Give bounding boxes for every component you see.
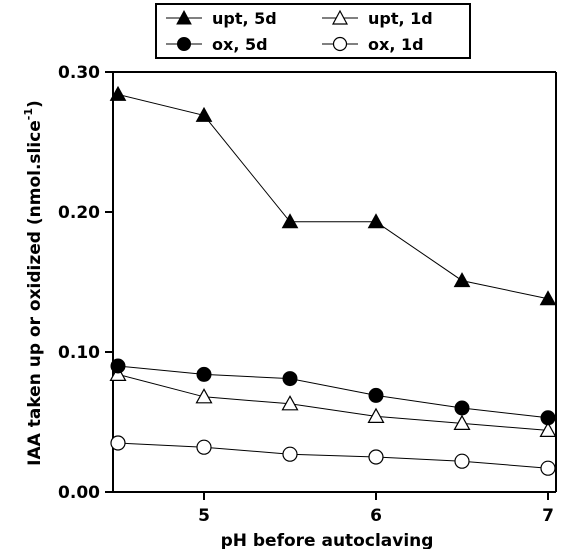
data-point-series-3-1	[196, 439, 212, 455]
y-axis-title-end: )	[25, 100, 45, 108]
x-axis-title: pH before autoclaving	[221, 531, 434, 549]
legend-entry-upt-5d: upt, 5d	[166, 9, 277, 28]
open-circle-icon	[332, 36, 348, 52]
data-point-series-1-2	[281, 395, 299, 411]
legend-entry-ox-1d: ox, 1d	[322, 35, 424, 54]
series-line-0	[117, 93, 549, 300]
open-triangle-icon	[331, 9, 349, 25]
y-tick-label: 0.30	[58, 63, 100, 83]
data-point-series-3-5	[540, 460, 556, 476]
data-point-series-1-1	[195, 388, 213, 404]
filled-circle-icon	[177, 37, 191, 51]
data-point-series-2-3	[368, 387, 384, 403]
data-point-series-0-2	[281, 213, 299, 229]
data-point-series-0-0	[109, 85, 127, 101]
series-line-3	[117, 442, 549, 469]
data-point-series-0-3	[367, 213, 385, 229]
data-point-series-3-0	[110, 435, 126, 451]
data-point-series-3-4	[454, 453, 470, 469]
y-axis-title-superscript: -1	[22, 108, 35, 120]
data-point-series-0-5	[539, 290, 557, 306]
legend-label-upt-5d: upt, 5d	[212, 9, 277, 28]
data-point-series-2-2	[282, 371, 298, 387]
legend-entry-upt-1d: upt, 1d	[322, 9, 433, 28]
ticks: 0.00 0.10 0.20 0.30 5 6 7	[58, 63, 554, 526]
legend-label-upt-1d: upt, 1d	[368, 9, 433, 28]
x-tick-label: 5	[198, 506, 210, 526]
plot-series	[109, 85, 557, 476]
y-tick-label: 0.00	[58, 483, 100, 503]
series-line-2	[117, 365, 549, 419]
data-point-series-3-3	[368, 449, 384, 465]
legend-label-ox-1d: ox, 1d	[368, 35, 424, 54]
data-point-series-2-1	[196, 366, 212, 382]
data-point-series-2-0	[110, 358, 126, 374]
y-tick-label: 0.20	[58, 203, 100, 223]
data-point-series-3-2	[282, 446, 298, 462]
legend-label-ox-5d: ox, 5d	[212, 35, 268, 54]
y-axis-title: IAA taken up or oxidized (nmol.slice-1)	[22, 100, 45, 466]
data-point-series-1-3	[367, 407, 385, 423]
x-tick-label: 6	[370, 506, 382, 526]
y-tick-label: 0.10	[58, 343, 100, 363]
series-line-1	[117, 373, 549, 431]
legend: upt, 5d upt, 1d ox, 5d ox, 1d	[155, 3, 471, 59]
legend-entry-ox-5d: ox, 5d	[166, 35, 268, 54]
filled-triangle-icon	[176, 9, 192, 25]
data-point-series-1-0	[109, 365, 127, 381]
data-point-series-2-5	[540, 410, 556, 426]
data-point-series-2-4	[454, 400, 470, 416]
data-point-series-0-1	[195, 106, 213, 122]
y-axis-title-main: IAA taken up or oxidized (nmol.slice	[25, 120, 45, 466]
data-point-series-0-4	[453, 272, 471, 288]
legend-box	[155, 3, 471, 59]
data-point-series-1-5	[539, 421, 557, 437]
x-tick-label: 7	[542, 506, 554, 526]
data-point-series-1-4	[453, 414, 471, 430]
